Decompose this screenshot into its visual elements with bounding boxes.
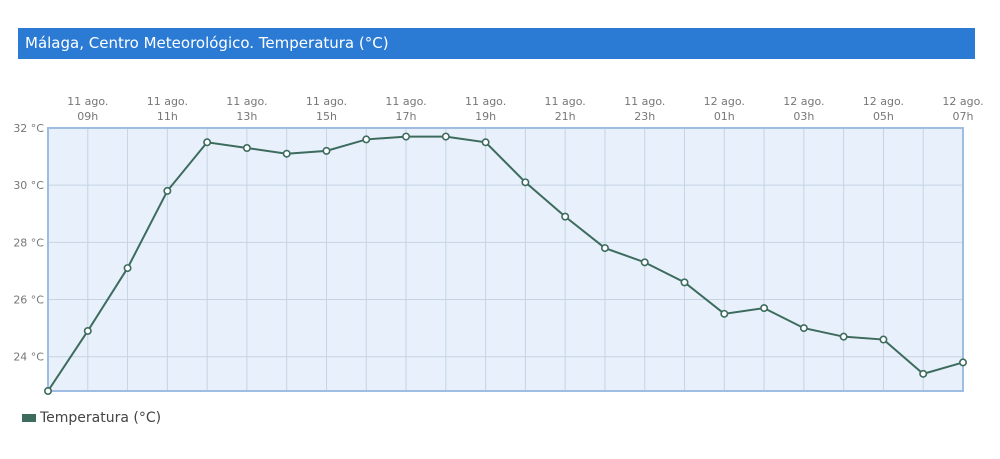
data-point [362, 135, 371, 144]
data-point [282, 149, 291, 158]
series-line [47, 135, 964, 392]
data-point [600, 244, 609, 253]
x-tick-label: 17h [396, 110, 417, 123]
y-tick-label: 30 °C [13, 179, 44, 192]
x-tick-label: 05h [873, 110, 894, 123]
data-point [402, 132, 411, 141]
x-tick-label: 11 ago. [147, 95, 188, 108]
data-point [799, 324, 808, 333]
x-tick-label: 11 ago. [624, 95, 665, 108]
data-point [839, 332, 848, 341]
data-point [203, 138, 212, 147]
x-tick-label: 11 ago. [545, 95, 586, 108]
x-tick-label: 15h [316, 110, 337, 123]
data-point [958, 358, 967, 367]
chart-title: Málaga, Centro Meteorológico. Temperatur… [18, 28, 975, 59]
data-point [879, 335, 888, 344]
plot-area [48, 128, 963, 391]
data-point [163, 186, 172, 195]
y-tick-label: 24 °C [13, 351, 44, 364]
data-point [441, 132, 450, 141]
x-tick-label: 12 ago. [704, 95, 745, 108]
data-point [83, 326, 92, 335]
data-point [242, 144, 251, 153]
x-tick-label: 11 ago. [67, 95, 108, 108]
x-tick-label: 12 ago. [863, 95, 904, 108]
x-tick-label: 19h [475, 110, 496, 123]
data-point [521, 178, 530, 187]
legend[interactable]: Temperatura (°C) [22, 410, 161, 426]
data-point [322, 146, 331, 155]
legend-swatch [22, 414, 36, 422]
data-point [720, 309, 729, 318]
x-tick-label: 23h [634, 110, 655, 123]
x-tick-label: 11 ago. [385, 95, 426, 108]
data-point [680, 278, 689, 287]
data-point [919, 369, 928, 378]
x-tick-label: 21h [555, 110, 576, 123]
x-tick-label: 11h [157, 110, 178, 123]
x-tick-label: 03h [793, 110, 814, 123]
data-point [481, 138, 490, 147]
data-point [123, 264, 132, 273]
data-point [640, 258, 649, 267]
x-tick-label: 11 ago. [465, 95, 506, 108]
data-point [43, 386, 52, 395]
x-tick-label: 12 ago. [942, 95, 983, 108]
x-tick-label: 12 ago. [783, 95, 824, 108]
data-point [561, 212, 570, 221]
x-tick-label: 11 ago. [226, 95, 267, 108]
y-tick-label: 26 °C [13, 294, 44, 307]
x-tick-label: 09h [77, 110, 98, 123]
x-tick-label: 01h [714, 110, 735, 123]
x-tick-label: 13h [236, 110, 257, 123]
legend-label: Temperatura (°C) [40, 410, 162, 426]
plot-border [47, 127, 964, 392]
y-tick-label: 28 °C [13, 236, 44, 249]
x-tick-label: 07h [953, 110, 974, 123]
x-tick-label: 11 ago. [306, 95, 347, 108]
y-tick-label: 32 °C [13, 122, 44, 135]
data-point [760, 304, 769, 313]
